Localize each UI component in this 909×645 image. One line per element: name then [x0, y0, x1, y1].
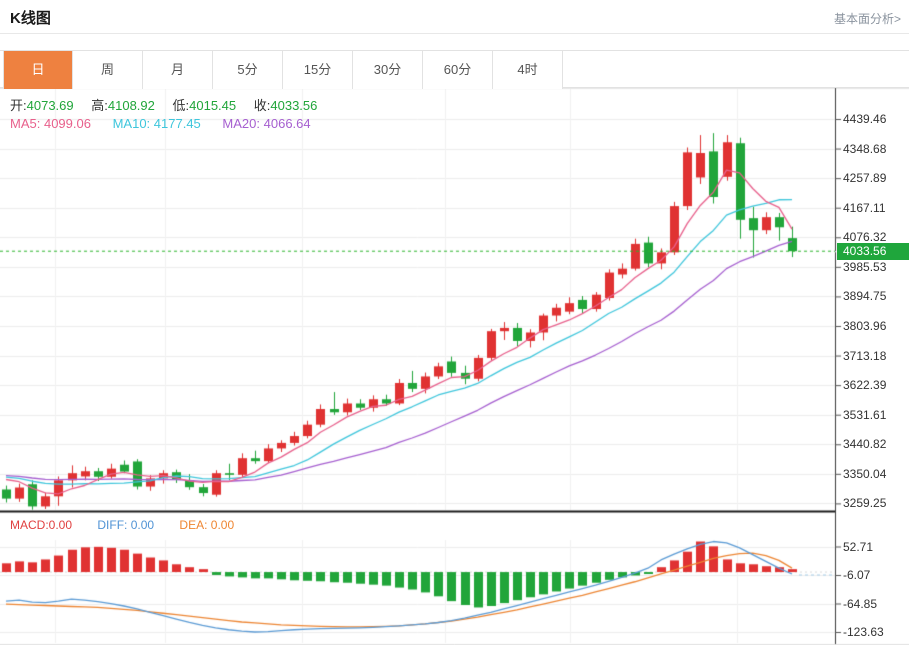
axis-tick-label: 3440.82: [843, 437, 887, 452]
close-value: 收:4033.56: [253, 98, 318, 113]
open-value: 开:4073.69: [10, 98, 74, 113]
axis-tick-label: 52.71: [843, 539, 874, 554]
axis-tick-label: 3985.53: [843, 259, 887, 274]
low-value: 低:4015.45: [172, 98, 237, 113]
axis-tick-label: 3259.25: [843, 496, 887, 511]
axis-tick-label: 3622.39: [843, 378, 887, 393]
ma10-value: MA10: 4177.45: [112, 116, 201, 131]
tab-60分[interactable]: 60分: [423, 51, 493, 89]
axis-tick-label: 3713.18: [843, 348, 887, 363]
axis-tick-label: -6.07: [843, 568, 871, 582]
diff-value: DIFF: 0.00: [97, 518, 155, 532]
macd-value: MACD:0.00: [10, 518, 73, 532]
axis-tick-label: 3803.96: [843, 318, 887, 333]
header-divider: [0, 33, 909, 34]
axis-tick-label: -64.85: [843, 596, 878, 611]
axis-tick-label: -123.63: [843, 625, 884, 639]
tab-4时[interactable]: 4时: [493, 51, 563, 89]
axis-tick-label: 4167.11: [843, 200, 886, 215]
interval-tab-bar: 日周月 5分 15分 30分 60分 4时: [0, 50, 909, 89]
high-value: 高:4108.92: [91, 98, 155, 113]
page-title: K线图: [10, 10, 51, 27]
axis-tick-label: 4439.46: [843, 112, 887, 126]
axis-tick-label: 4076.32: [843, 230, 887, 245]
axis-tick-label: 4257.89: [843, 171, 887, 186]
tab-周[interactable]: 周: [73, 51, 143, 89]
tab-15分[interactable]: 15分: [283, 51, 353, 89]
ma-info-row: MA5: 4099.06 MA10: 4177.45 MA20: 4066.64: [10, 116, 329, 131]
axis-tick-label: 4348.68: [843, 141, 887, 156]
tab-日[interactable]: 日: [3, 51, 73, 89]
tab-5分[interactable]: 5分: [213, 51, 283, 89]
dea-value: DEA: 0.00: [179, 518, 235, 532]
ma20-value: MA20: 4066.64: [222, 116, 311, 131]
ohlc-info-row: 开:4073.69 高:4108.92 低:4015.45 收:4033.56: [10, 95, 331, 114]
macd-info-row: MACD:0.00 DIFF: 0.00 DEA: 0.00: [10, 518, 256, 532]
current-price-badge: 4033.56: [837, 242, 909, 260]
axis-tick-label: 3350.04: [843, 466, 887, 481]
tab-30分[interactable]: 30分: [353, 51, 423, 89]
ma5-value: MA5: 4099.06: [10, 116, 91, 131]
fundamental-analysis-link[interactable]: 基本面分析>: [833, 12, 901, 26]
axis-tick-label: 3894.75: [843, 289, 887, 304]
axis-tick-label: 3531.61: [843, 407, 887, 422]
tab-月[interactable]: 月: [143, 51, 213, 89]
